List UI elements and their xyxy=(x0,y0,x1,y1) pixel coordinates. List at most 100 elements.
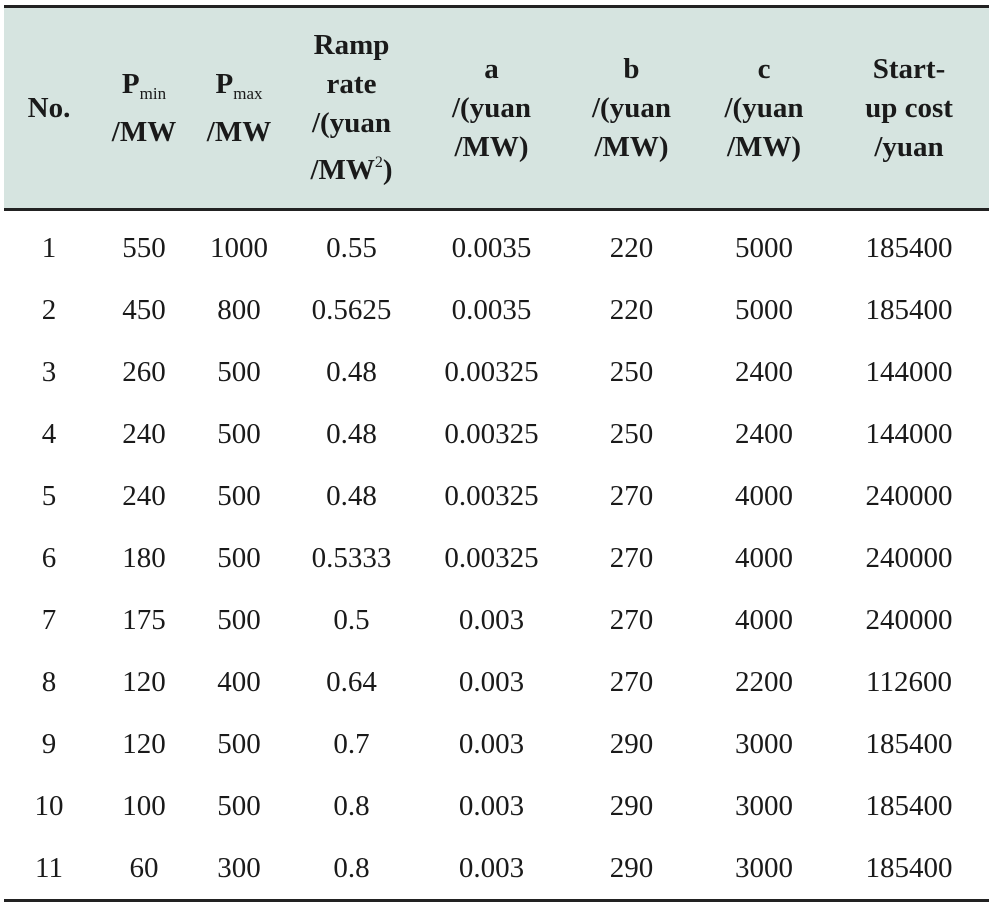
cell-no: 9 xyxy=(41,727,57,760)
cell-ramp-rate: 0.5 xyxy=(333,603,370,636)
cell-b: 290 xyxy=(609,789,654,822)
cell-pmax: 500 xyxy=(217,479,261,512)
cell-startup-cost: 185400 xyxy=(865,231,953,264)
cell-startup-cost: 185400 xyxy=(865,727,953,760)
cell-b: 220 xyxy=(609,293,654,326)
cell-a: 0.003 xyxy=(458,789,525,822)
table-row: 2 450 800 0.5625 0.0035 220 5000 185400 xyxy=(4,279,989,341)
cell-b: 250 xyxy=(609,355,654,388)
cell-ramp-rate: 0.48 xyxy=(326,417,377,450)
cell-c: 3000 xyxy=(735,727,793,760)
header-pmin-subscript: min xyxy=(139,83,167,103)
cell-a: 0.00325 xyxy=(444,479,539,512)
cell-pmax: 500 xyxy=(217,727,261,760)
header-c-line1: c xyxy=(757,52,771,85)
cell-ramp-rate: 0.5333 xyxy=(311,541,392,574)
cell-ramp-rate: 0.5625 xyxy=(311,293,392,326)
header-b-line1: b xyxy=(623,52,640,85)
header-a-line1: a xyxy=(484,52,499,85)
cell-pmin: 175 xyxy=(122,603,166,636)
cell-b: 270 xyxy=(609,665,654,698)
cell-pmax: 400 xyxy=(217,665,261,698)
header-no: No. xyxy=(4,5,94,211)
cell-no: 4 xyxy=(41,417,57,450)
header-startup-cost: Start- up cost /yuan xyxy=(829,5,989,211)
cell-no: 5 xyxy=(41,479,57,512)
cell-startup-cost: 112600 xyxy=(866,665,952,698)
cell-no: 7 xyxy=(41,603,57,636)
cell-c: 2400 xyxy=(735,355,793,388)
cell-pmax: 500 xyxy=(217,417,261,450)
cell-a: 0.0035 xyxy=(451,231,532,264)
cell-c: 4000 xyxy=(735,541,793,574)
cell-pmax: 500 xyxy=(217,355,261,388)
table-row: 4 240 500 0.48 0.00325 250 2400 144000 xyxy=(4,403,989,465)
cell-b: 290 xyxy=(564,837,699,902)
table-body: 1 550 1000 0.55 0.0035 220 5000 185400 2 450 800 0… xyxy=(4,210,989,902)
cell-pmax: 300 xyxy=(194,837,284,902)
table-row: 6 180 500 0.5333 0.00325 270 4000 240000 xyxy=(4,527,989,589)
cell-no: 10 xyxy=(34,789,64,822)
table-row: 11 60 300 0.8 0.003 290 3000 185400 xyxy=(4,837,989,902)
header-ramp-line3: /(yuan xyxy=(312,107,391,139)
header-ramp-line2: rate xyxy=(326,68,377,100)
cell-pmin: 260 xyxy=(122,355,166,388)
header-pmax-subscript: max xyxy=(233,83,263,103)
cell-no: 2 xyxy=(41,293,57,326)
header-b-line3: /MW) xyxy=(594,130,669,163)
cell-pmin: 100 xyxy=(122,789,166,822)
header-b: b /(yuan /MW) xyxy=(564,5,699,211)
cell-startup-cost: 144000 xyxy=(865,417,953,450)
table-row: 9 120 500 0.7 0.003 290 3000 185400 xyxy=(4,713,989,775)
cell-pmin: 120 xyxy=(122,727,166,760)
table-row: 8 120 400 0.64 0.003 270 2200 112600 xyxy=(4,651,989,713)
cell-b: 270 xyxy=(609,479,654,512)
cell-a: 0.003 xyxy=(419,837,564,902)
header-ramp-superscript: 2 xyxy=(374,154,383,171)
header-c-line2: /(yuan xyxy=(724,91,804,124)
cell-b: 250 xyxy=(609,417,654,450)
cell-a: 0.003 xyxy=(458,603,525,636)
header-pmax-unit: /MW xyxy=(206,115,272,148)
header-ramp-line1: Ramp xyxy=(313,29,390,61)
header-pmax-symbol: Pmax xyxy=(194,65,284,113)
table-row: 1 550 1000 0.55 0.0035 220 5000 185400 xyxy=(4,210,989,280)
cell-pmin: 180 xyxy=(122,541,166,574)
cell-pmin: 120 xyxy=(122,665,166,698)
generator-parameters-table-container: No. Pmin /MW Pmax /MW Ramp rate /(yuan /… xyxy=(4,5,989,902)
header-c: c /(yuan /MW) xyxy=(699,5,829,211)
cell-startup-cost: 144000 xyxy=(865,355,953,388)
generator-parameters-table: No. Pmin /MW Pmax /MW Ramp rate /(yuan /… xyxy=(4,5,989,902)
cell-startup-cost: 240000 xyxy=(865,541,953,574)
header-ramp-unit-base: /MW xyxy=(310,154,375,186)
cell-a: 0.003 xyxy=(458,665,525,698)
header-a: a /(yuan /MW) xyxy=(419,5,564,211)
cell-c: 3000 xyxy=(699,837,829,902)
header-ramp-rate: Ramp rate /(yuan /MW2) xyxy=(284,5,419,211)
cell-ramp-rate: 0.64 xyxy=(326,665,377,698)
header-a-line3: /MW) xyxy=(454,130,529,163)
cell-pmax: 500 xyxy=(217,603,261,636)
cell-ramp-rate: 0.48 xyxy=(326,355,377,388)
cell-ramp-rate: 0.55 xyxy=(326,231,377,264)
cell-pmax: 500 xyxy=(217,789,261,822)
cell-no: 3 xyxy=(41,355,57,388)
cell-startup-cost: 185400 xyxy=(865,789,953,822)
cell-pmax: 800 xyxy=(217,293,261,326)
header-ramp-line4: /MW2) xyxy=(284,143,419,190)
table-row: 5 240 500 0.48 0.00325 270 4000 240000 xyxy=(4,465,989,527)
header-pmax-base: P xyxy=(215,67,234,100)
cell-a: 0.00325 xyxy=(444,417,539,450)
header-pmax: Pmax /MW xyxy=(194,5,284,211)
cell-pmin: 60 xyxy=(94,837,194,902)
cell-a: 0.00325 xyxy=(444,355,539,388)
header-startup-line1: Start- xyxy=(872,52,946,85)
cell-pmin: 450 xyxy=(122,293,166,326)
cell-a: 0.0035 xyxy=(451,293,532,326)
cell-c: 2400 xyxy=(735,417,793,450)
table-header: No. Pmin /MW Pmax /MW Ramp rate /(yuan /… xyxy=(4,5,989,211)
table-row: 7 175 500 0.5 0.003 270 4000 240000 xyxy=(4,589,989,651)
cell-pmin: 550 xyxy=(122,231,166,264)
cell-c: 4000 xyxy=(735,479,793,512)
cell-startup-cost: 185400 xyxy=(829,837,989,902)
